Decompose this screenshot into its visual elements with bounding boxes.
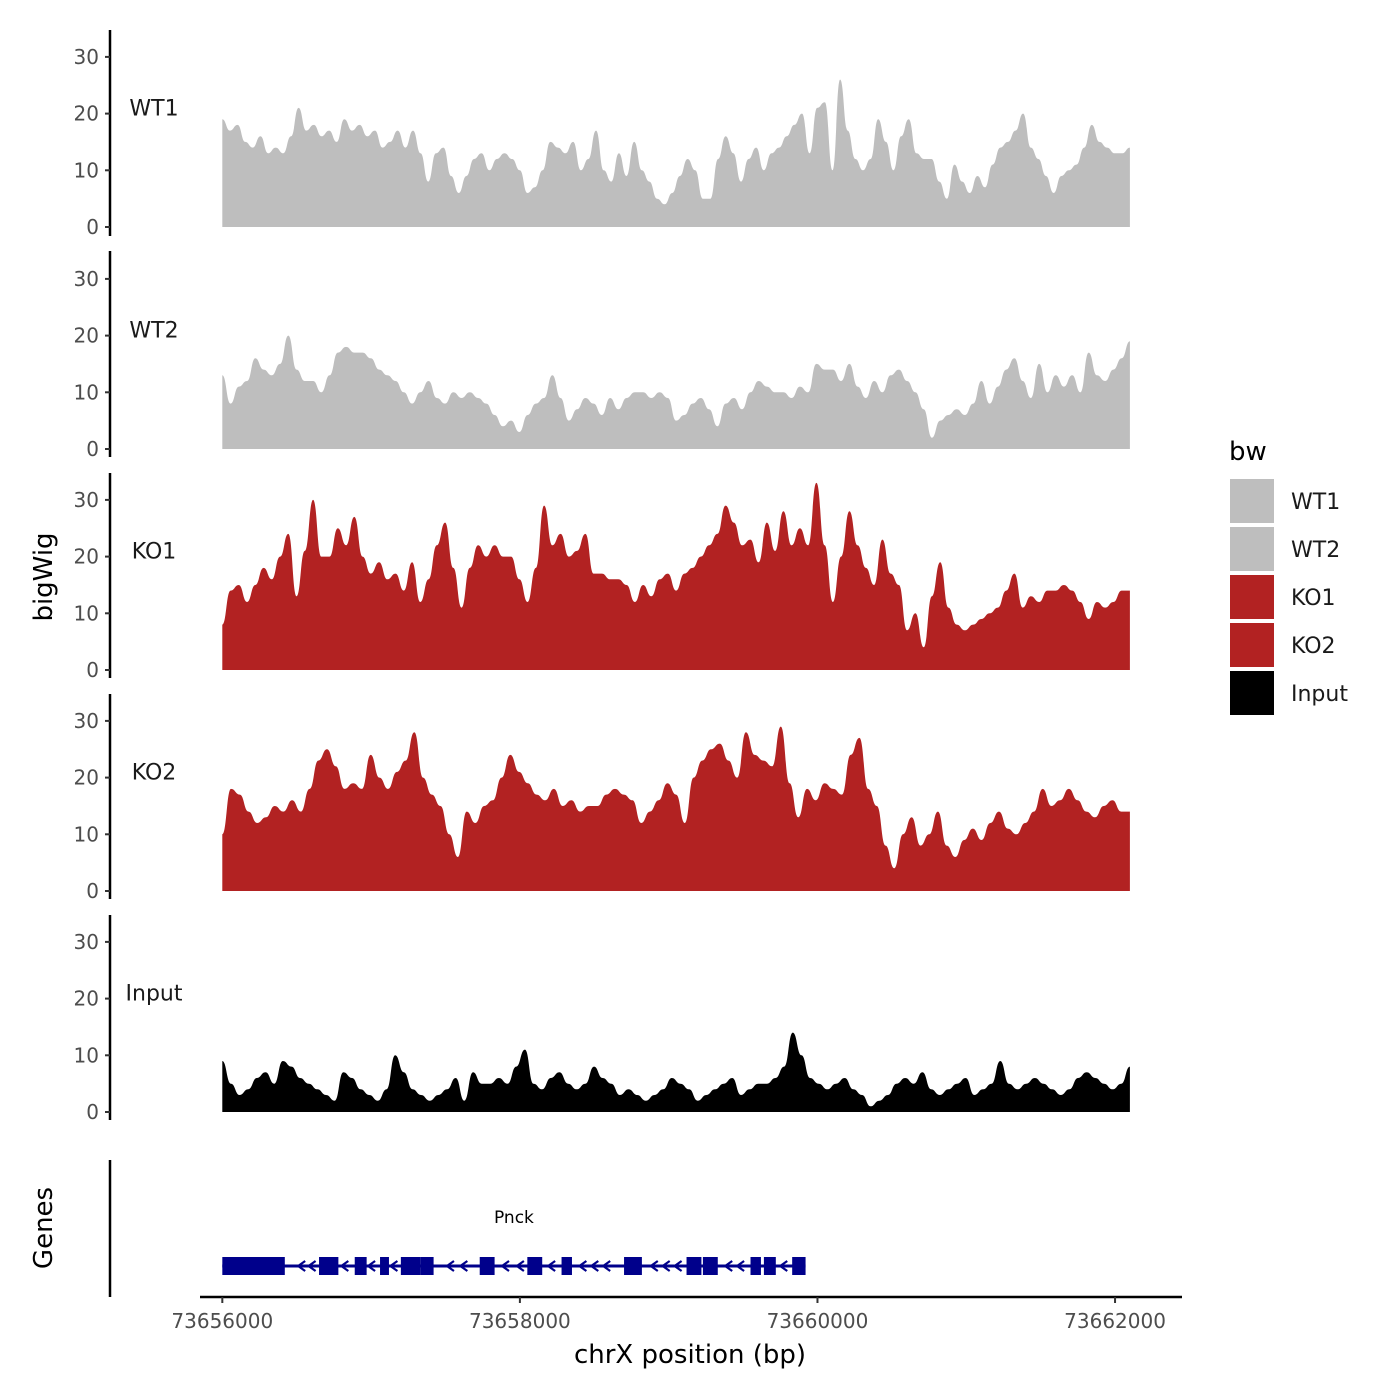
y-tick-label: 20 <box>74 545 99 569</box>
y-tick-label: 30 <box>74 267 99 291</box>
y-tick-label: 0 <box>86 437 99 461</box>
x-tick-label: 73662000 <box>1064 1309 1166 1333</box>
y-tick-label: 30 <box>74 930 99 954</box>
strand-arrow <box>589 1260 599 1272</box>
legend-label-wt2: WT2 <box>1291 538 1340 563</box>
x-axis: 73656000 73658000 73660000 73662000 <box>171 1295 1182 1333</box>
gene-exon <box>222 1257 285 1275</box>
strand-arrow <box>388 1260 399 1272</box>
track-label-wt2: WT2 <box>129 319 178 344</box>
legend-key-input <box>1230 671 1274 715</box>
gene-exon <box>792 1257 806 1275</box>
gene-exon <box>420 1257 434 1275</box>
y-tick-label: 30 <box>74 45 99 69</box>
gene-exon <box>702 1257 718 1275</box>
signal-area-ko2 <box>222 726 1130 891</box>
gene-exon <box>479 1257 495 1275</box>
y-tick-label: 10 <box>74 158 99 182</box>
legend-key-wt2 <box>1230 527 1274 571</box>
strand-arrow <box>366 1260 376 1272</box>
track-panel-ko1: 0 10 20 30 KO1 <box>74 473 1130 682</box>
legend-title: bw <box>1229 437 1267 467</box>
x-tick-label: 73660000 <box>767 1309 869 1333</box>
gene-exon <box>400 1257 421 1275</box>
signal-area-wt2 <box>222 335 1130 449</box>
signal-area-input <box>222 1032 1130 1112</box>
strand-arrow <box>339 1260 349 1272</box>
track-panel-wt2: 0 10 20 30 WT2 <box>74 251 1130 461</box>
y-tick-label: 10 <box>74 601 99 625</box>
strand-arrow <box>735 1260 745 1272</box>
gene-track: Pnck <box>108 1160 806 1297</box>
gene-exon <box>380 1257 389 1275</box>
strand-arrow <box>577 1260 588 1272</box>
strand-arrow <box>458 1260 468 1272</box>
y-tick-label: 30 <box>74 709 99 733</box>
strand-arrow <box>500 1260 510 1272</box>
genes-axis-title: Genes <box>29 1187 59 1269</box>
legend: WT1 WT2 KO1 KO2 Input <box>1230 479 1348 715</box>
track-panel-wt1: 0 10 20 30 WT1 <box>74 30 1130 239</box>
y-tick-label: 10 <box>74 1043 99 1067</box>
track-label-input: Input <box>126 982 183 1007</box>
strand-arrow <box>601 1260 611 1272</box>
y-axis-title: bigWig <box>29 532 59 621</box>
legend-key-ko1 <box>1230 575 1274 619</box>
strand-arrow <box>723 1260 733 1272</box>
strand-arrow <box>445 1260 455 1272</box>
strand-arrow <box>546 1260 556 1272</box>
y-tick-label: 10 <box>74 822 99 846</box>
gene-exon <box>686 1257 702 1275</box>
gene-exon <box>319 1257 339 1275</box>
y-tick-label: 0 <box>86 658 99 682</box>
x-tick-label: 73656000 <box>171 1309 273 1333</box>
x-axis-title: chrX position (bp) <box>574 1340 806 1370</box>
legend-label-wt1: WT1 <box>1291 490 1340 515</box>
gene-exon <box>354 1257 367 1275</box>
gene-name-label: Pnck <box>494 1208 534 1228</box>
y-tick-label: 30 <box>74 488 99 512</box>
track-label-wt1: WT1 <box>129 97 178 122</box>
y-tick-label: 0 <box>86 215 99 239</box>
signal-area-ko1 <box>222 482 1130 670</box>
y-tick-label: 0 <box>86 1100 99 1124</box>
track-panel-ko2: 0 10 20 30 KO2 <box>74 694 1130 903</box>
y-tick-label: 20 <box>74 766 99 790</box>
y-tick-label: 10 <box>74 380 99 404</box>
legend-key-wt1 <box>1230 479 1274 523</box>
strand-arrow <box>778 1260 788 1272</box>
track-panels: 0 10 20 30 WT1 0 10 20 30 WT2 0 10 20 30 KO1 0 10 20 30 KO2… <box>74 30 1130 1124</box>
track-label-ko1: KO1 <box>132 540 177 565</box>
strand-arrow <box>660 1260 671 1272</box>
legend-key-ko2 <box>1230 623 1274 667</box>
legend-label-ko2: KO2 <box>1291 634 1336 659</box>
strand-arrow <box>306 1260 317 1272</box>
signal-area-wt1 <box>222 79 1130 227</box>
y-tick-label: 20 <box>74 102 99 126</box>
x-tick-label: 73658000 <box>469 1309 571 1333</box>
gene-exon <box>763 1257 776 1275</box>
track-panel-input: 0 10 20 30 Input <box>74 915 1130 1124</box>
gene-exon <box>624 1257 642 1275</box>
gene-exon <box>561 1257 572 1275</box>
gene-exon <box>750 1257 761 1275</box>
legend-label-ko1: KO1 <box>1291 586 1336 611</box>
gene-exon <box>527 1257 543 1275</box>
y-tick-label: 20 <box>74 987 99 1011</box>
legend-label-input: Input <box>1291 682 1348 707</box>
strand-arrow <box>296 1260 306 1272</box>
strand-arrow <box>648 1260 659 1272</box>
track-label-ko2: KO2 <box>132 761 177 786</box>
y-tick-label: 0 <box>86 879 99 903</box>
y-tick-label: 20 <box>74 324 99 348</box>
strand-arrow <box>515 1260 525 1272</box>
strand-arrow <box>672 1260 683 1272</box>
